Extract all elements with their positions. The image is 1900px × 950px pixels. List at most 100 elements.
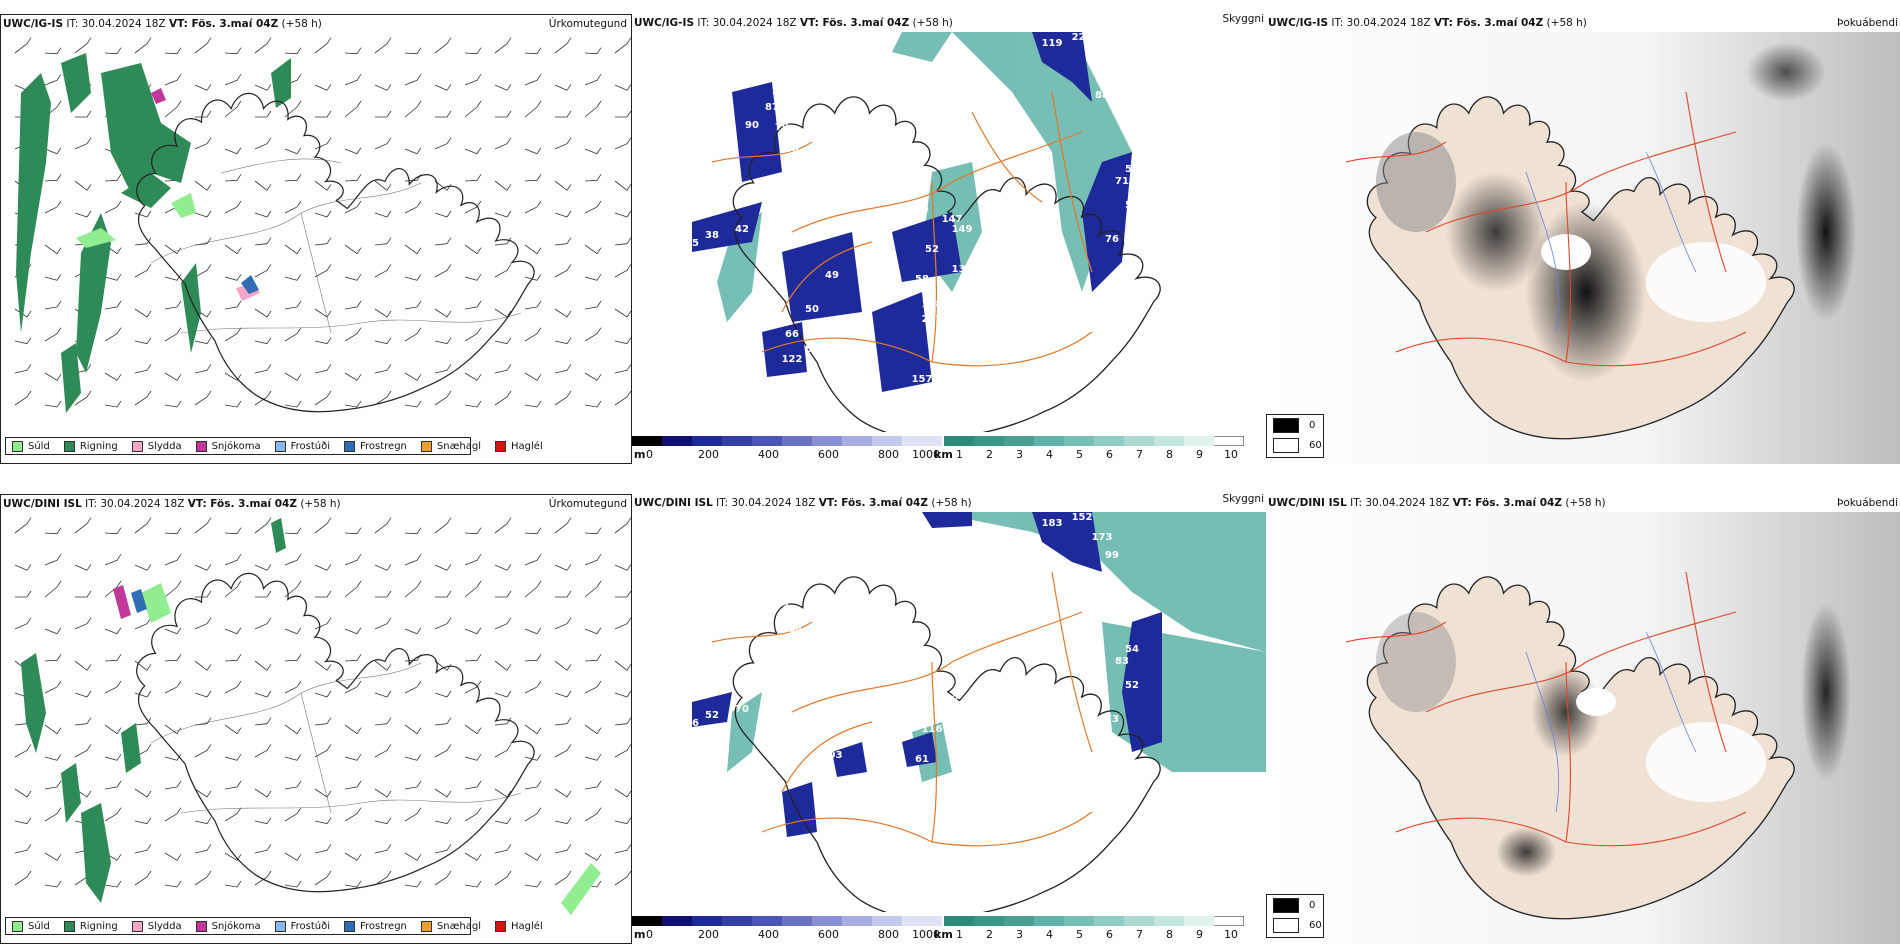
wind-barb <box>584 174 602 182</box>
wind-barb <box>254 617 272 630</box>
vis-value-label: 46 <box>1095 570 1109 581</box>
top-fog-panel: UWC/IG-IS IT: 30.04.2024 18Z VT: Fös. 3.… <box>1266 14 1900 464</box>
wind-barb <box>494 390 512 406</box>
wind-barb <box>14 817 32 825</box>
wind-barb <box>554 37 572 54</box>
bottom-precip-title: Úrkomutegund <box>548 498 627 510</box>
wind-barb <box>314 690 332 698</box>
wind-barb <box>554 690 572 698</box>
bottom-precip-panel: UWC/DINI ISL IT: 30.04.2024 18Z VT: Fös.… <box>0 494 632 944</box>
wind-barb <box>314 84 332 91</box>
wind-barb <box>524 372 542 381</box>
wind-barb <box>464 724 482 735</box>
wind-barb <box>404 680 422 694</box>
wind-barb <box>44 74 62 86</box>
wind-barb <box>464 147 482 155</box>
wind-barb <box>524 580 542 598</box>
roads-outline <box>150 662 522 814</box>
wind-barb <box>554 364 572 374</box>
top-precip-panel: UWC/IG-IS IT: 30.04.2024 18Z VT: Fös. 3.… <box>0 14 632 464</box>
wind-barb <box>344 627 362 635</box>
vis-value-label: 70 <box>805 644 819 655</box>
wind-barb <box>194 788 212 798</box>
wind-barb <box>344 47 362 55</box>
vis-value-label: 157 <box>912 374 933 385</box>
vis-value-label: 76 <box>975 354 989 365</box>
wind-barb <box>524 627 542 635</box>
precip-drizzle-areas <box>76 193 196 248</box>
wind-barb <box>104 580 122 598</box>
wind-barb <box>14 37 32 54</box>
wind-barb <box>614 788 631 798</box>
wind-barb <box>164 527 182 535</box>
vis-value-label: 123 <box>1002 224 1023 235</box>
vis-value-label: 105 <box>872 744 893 755</box>
vis-value-label: 67 <box>945 324 959 335</box>
wind-barb <box>494 690 512 698</box>
wind-barb <box>284 47 302 55</box>
wind-barb <box>104 527 122 535</box>
wind-barb <box>404 372 422 381</box>
wind-barb <box>314 337 332 345</box>
wind-barb <box>344 147 362 155</box>
wind-barb <box>614 264 631 278</box>
roads-outline <box>150 158 522 334</box>
top-precip-map <box>14 37 631 413</box>
wind-barb <box>344 400 362 408</box>
wind-barb <box>44 372 62 381</box>
vis-value-label: 88 <box>1105 70 1119 81</box>
wind-barb <box>224 880 242 888</box>
vis-value-label: 100 <box>772 714 793 725</box>
wind-barb <box>374 180 392 191</box>
wind-barb <box>494 517 512 534</box>
wind-barb <box>374 137 392 150</box>
wind-barb <box>134 564 152 571</box>
wind-barb <box>194 390 212 406</box>
wind-barb <box>495 590 512 598</box>
wind-barb <box>344 724 362 735</box>
wind-barb <box>224 372 242 381</box>
wind-barb <box>314 660 332 671</box>
vis-value-label: 52 <box>1125 164 1139 175</box>
wind-barb <box>104 174 122 182</box>
wind-barb <box>164 807 182 822</box>
wind-barbs <box>14 517 631 888</box>
wind-barb <box>614 308 631 318</box>
wind-barb <box>434 617 452 630</box>
wind-barb <box>404 300 422 310</box>
wind-barb <box>314 788 332 798</box>
wind-barb <box>374 364 392 374</box>
precip-rain-areas <box>21 518 286 903</box>
wind-barb <box>104 780 122 790</box>
wind-barb <box>524 400 542 408</box>
bottom-fog-legend: 0 60 <box>1266 894 1324 938</box>
wind-barb <box>554 564 572 571</box>
wind-barb <box>524 300 542 310</box>
wind-barb <box>374 870 392 886</box>
wind-barb <box>134 237 152 246</box>
wind-barb <box>164 554 182 566</box>
wind-barb <box>314 717 332 726</box>
wind-barb <box>614 870 631 886</box>
wind-barb <box>614 210 631 218</box>
wind-barb <box>404 274 422 281</box>
wind-barb <box>344 174 362 182</box>
wind-barb <box>434 37 452 54</box>
wind-barbs <box>14 37 631 408</box>
legend-item: Haglél <box>495 920 543 932</box>
vis-value-label: 83 <box>1115 656 1129 667</box>
fog-white-areas <box>1576 688 1766 802</box>
wind-barb <box>584 627 602 635</box>
top-vis-header: UWC/IG-IS IT: 30.04.2024 18Z VT: Fös. 3.… <box>634 17 953 29</box>
wind-barb <box>554 84 572 91</box>
wind-barb <box>614 660 631 671</box>
vis-value-label: 73 <box>775 602 789 613</box>
wind-barb <box>134 870 152 886</box>
wind-barb <box>434 517 452 534</box>
wind-barb <box>374 617 392 630</box>
wind-barb <box>255 590 272 598</box>
wind-barb <box>344 527 362 535</box>
vis-value-label: 70 <box>735 704 749 715</box>
wind-barb <box>374 308 392 318</box>
